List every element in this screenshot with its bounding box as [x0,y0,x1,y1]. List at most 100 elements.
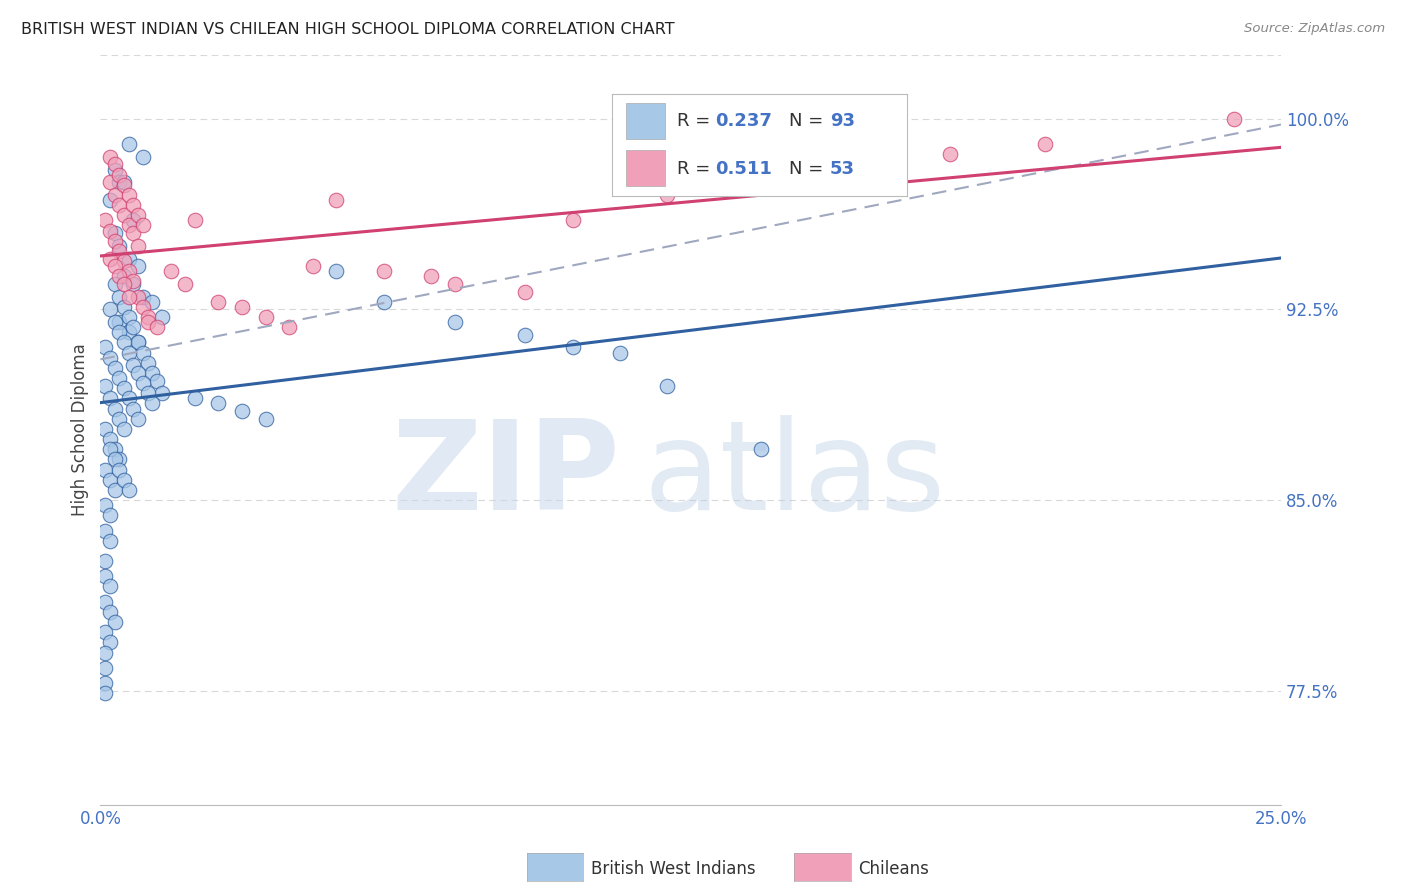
Point [561,341,583,355]
Point [1222,112,1244,126]
Point [174,277,197,291]
Point [655,188,678,202]
Text: ZIP: ZIP [391,415,620,535]
Point [136,315,159,329]
Point [94,569,117,583]
Point [150,386,173,401]
Point [103,315,125,329]
Point [98,432,121,446]
Point [118,483,141,497]
Point [939,147,962,161]
Point [94,595,117,609]
Point [94,646,117,660]
Point [103,259,125,273]
Point [98,442,121,457]
Point [207,396,229,410]
Point [112,277,135,291]
Point [122,198,145,212]
Point [98,193,121,207]
Text: BRITISH WEST INDIAN VS CHILEAN HIGH SCHOOL DIPLOMA CORRELATION CHART: BRITISH WEST INDIAN VS CHILEAN HIGH SCHO… [21,22,675,37]
Text: 0.237: 0.237 [716,112,772,130]
Point [103,234,125,248]
Text: 53: 53 [830,160,855,178]
Point [103,277,125,291]
Point [118,188,141,202]
Point [103,615,125,629]
Point [98,223,121,237]
Point [325,264,347,278]
Point [98,533,121,548]
Point [94,341,117,355]
Point [127,208,149,222]
Point [141,366,163,380]
Point [103,401,125,416]
Text: N =: N = [789,160,828,178]
Point [108,239,131,253]
Point [751,162,773,177]
Text: N =: N = [789,112,828,130]
Point [122,359,145,373]
Point [98,605,121,619]
Point [127,335,149,350]
Text: 93: 93 [830,112,855,130]
Point [160,264,183,278]
Point [103,188,125,202]
Point [98,508,121,523]
Point [98,635,121,649]
Point [108,175,131,189]
Point [112,381,135,395]
Point [94,498,117,512]
Point [132,150,155,164]
Point [112,300,135,314]
Text: R =: R = [676,160,716,178]
Point [136,356,159,370]
Point [108,290,131,304]
Point [132,219,155,233]
Point [108,462,131,476]
Text: Source: ZipAtlas.com: Source: ZipAtlas.com [1244,22,1385,36]
Point [207,294,229,309]
Point [373,264,395,278]
Point [150,310,173,324]
Point [373,294,395,309]
Point [108,325,131,339]
Point [103,483,125,497]
Point [136,386,159,401]
Point [231,300,253,314]
Text: Chileans: Chileans [858,860,928,878]
Point [103,442,125,457]
Point [112,178,135,192]
Text: atlas: atlas [644,415,946,535]
Point [302,259,325,273]
Point [443,315,465,329]
Point [108,371,131,385]
Point [94,378,117,392]
Point [127,239,149,253]
Point [118,325,141,339]
Point [118,310,141,324]
Point [845,157,868,171]
Point [515,285,537,299]
Point [278,320,301,334]
Point [122,320,145,334]
Point [443,277,465,291]
Point [94,686,117,700]
Point [108,198,131,212]
Point [122,401,145,416]
Point [108,269,131,284]
Point [98,392,121,406]
Point [184,213,207,227]
Point [127,335,149,350]
Point [118,392,141,406]
Point [127,411,149,425]
Point [103,452,125,467]
Point [94,462,117,476]
Point [146,374,169,388]
Point [103,157,125,171]
Point [141,294,163,309]
Point [108,315,131,329]
Point [112,473,135,487]
Point [98,150,121,164]
Point [231,404,253,418]
Point [112,269,135,284]
